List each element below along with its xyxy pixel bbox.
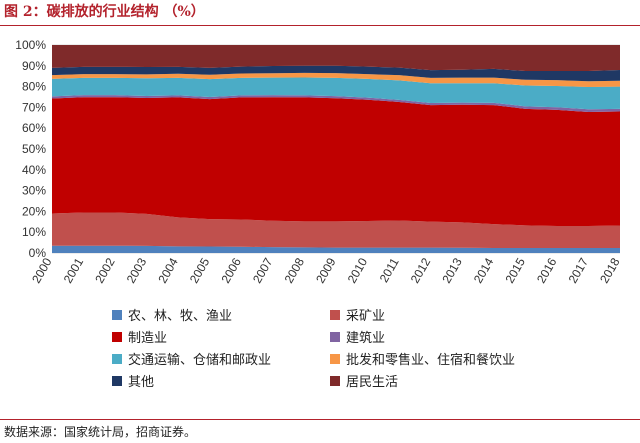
area-series-band — [52, 97, 620, 226]
x-tick-label: 2013 — [439, 255, 465, 285]
x-tick-label: 2002 — [92, 255, 118, 285]
area-series-band — [52, 212, 620, 249]
legend-label: 农、林、牧、渔业 — [128, 309, 232, 324]
x-tick-label: 2017 — [566, 255, 592, 285]
data-source-note: 数据来源：国家统计局，招商证券。 — [4, 425, 197, 439]
y-tick-label: 60% — [22, 121, 46, 135]
x-tick-label: 2010 — [345, 255, 371, 285]
x-tick-label: 2007 — [250, 255, 276, 285]
legend-swatch — [330, 310, 340, 320]
x-tick-label: 2012 — [408, 255, 434, 285]
area-series-band — [52, 45, 620, 71]
y-tick-label: 10% — [22, 225, 46, 239]
x-tick-label: 2014 — [471, 255, 497, 285]
figure-title: 图 2：碳排放的行业结构 （%） — [4, 4, 205, 20]
area-series-band — [52, 95, 620, 112]
area-series-band — [52, 77, 620, 110]
area-series — [52, 45, 620, 253]
x-tick-label: 2005 — [187, 255, 213, 285]
x-tick-label: 2001 — [61, 255, 87, 285]
y-tick-label: 100% — [15, 38, 46, 52]
y-tick-label: 80% — [22, 80, 46, 94]
legend-label: 采矿业 — [346, 309, 385, 324]
legend-swatch — [112, 332, 122, 342]
legend-label: 其他 — [128, 375, 154, 390]
legend-label: 批发和零售业、住宿和餐饮业 — [346, 352, 515, 368]
y-tick-label: 50% — [22, 142, 46, 156]
title-divider — [0, 25, 640, 26]
y-tick-label: 90% — [22, 59, 46, 73]
legend-label: 交通运输、仓储和邮政业 — [128, 352, 271, 368]
y-tick-label: 70% — [22, 100, 46, 114]
x-tick-label: 2004 — [155, 255, 181, 285]
y-tick-label: 20% — [22, 204, 46, 218]
source-divider — [0, 419, 640, 420]
x-tick-label: 2011 — [377, 255, 402, 285]
legend-label: 居民生活 — [346, 375, 398, 390]
area-series-band — [52, 65, 620, 82]
area-series-band — [52, 72, 620, 88]
legend-swatch — [112, 376, 122, 386]
x-tick-label: 2015 — [502, 255, 528, 285]
y-tick-label: 30% — [22, 184, 46, 198]
y-tick-label: 40% — [22, 163, 46, 177]
legend-swatch — [112, 310, 122, 320]
x-tick-label: 2008 — [282, 255, 308, 285]
legend-swatch — [330, 376, 340, 386]
legend-label: 制造业 — [128, 331, 167, 346]
x-tick-label: 2003 — [124, 255, 150, 285]
legend-label: 建筑业 — [346, 330, 385, 346]
y-axis-ticks: 0% 10% 20% 30% 40% 50% 60% 70% 80% 90% 100% — [15, 38, 46, 260]
legend-swatch — [330, 354, 340, 364]
x-tick-label: 2006 — [218, 255, 244, 285]
x-axis-ticks: 2000 2001 2002 2003 2004 2005 2006 2007 2008 2009… — [29, 255, 623, 285]
legend-swatch — [112, 354, 122, 364]
legend-swatch — [330, 332, 340, 342]
x-tick-label: 2009 — [313, 255, 339, 285]
x-tick-label: 2018 — [597, 255, 623, 285]
x-tick-label: 2016 — [534, 255, 560, 285]
stacked-area-chart: 0% 10% 20% 30% 40% 50% 60% 70% 80% 90% 100% 2000 20… — [15, 38, 623, 390]
area-series-band — [52, 245, 620, 253]
y-tick-label: 0% — [29, 246, 47, 260]
